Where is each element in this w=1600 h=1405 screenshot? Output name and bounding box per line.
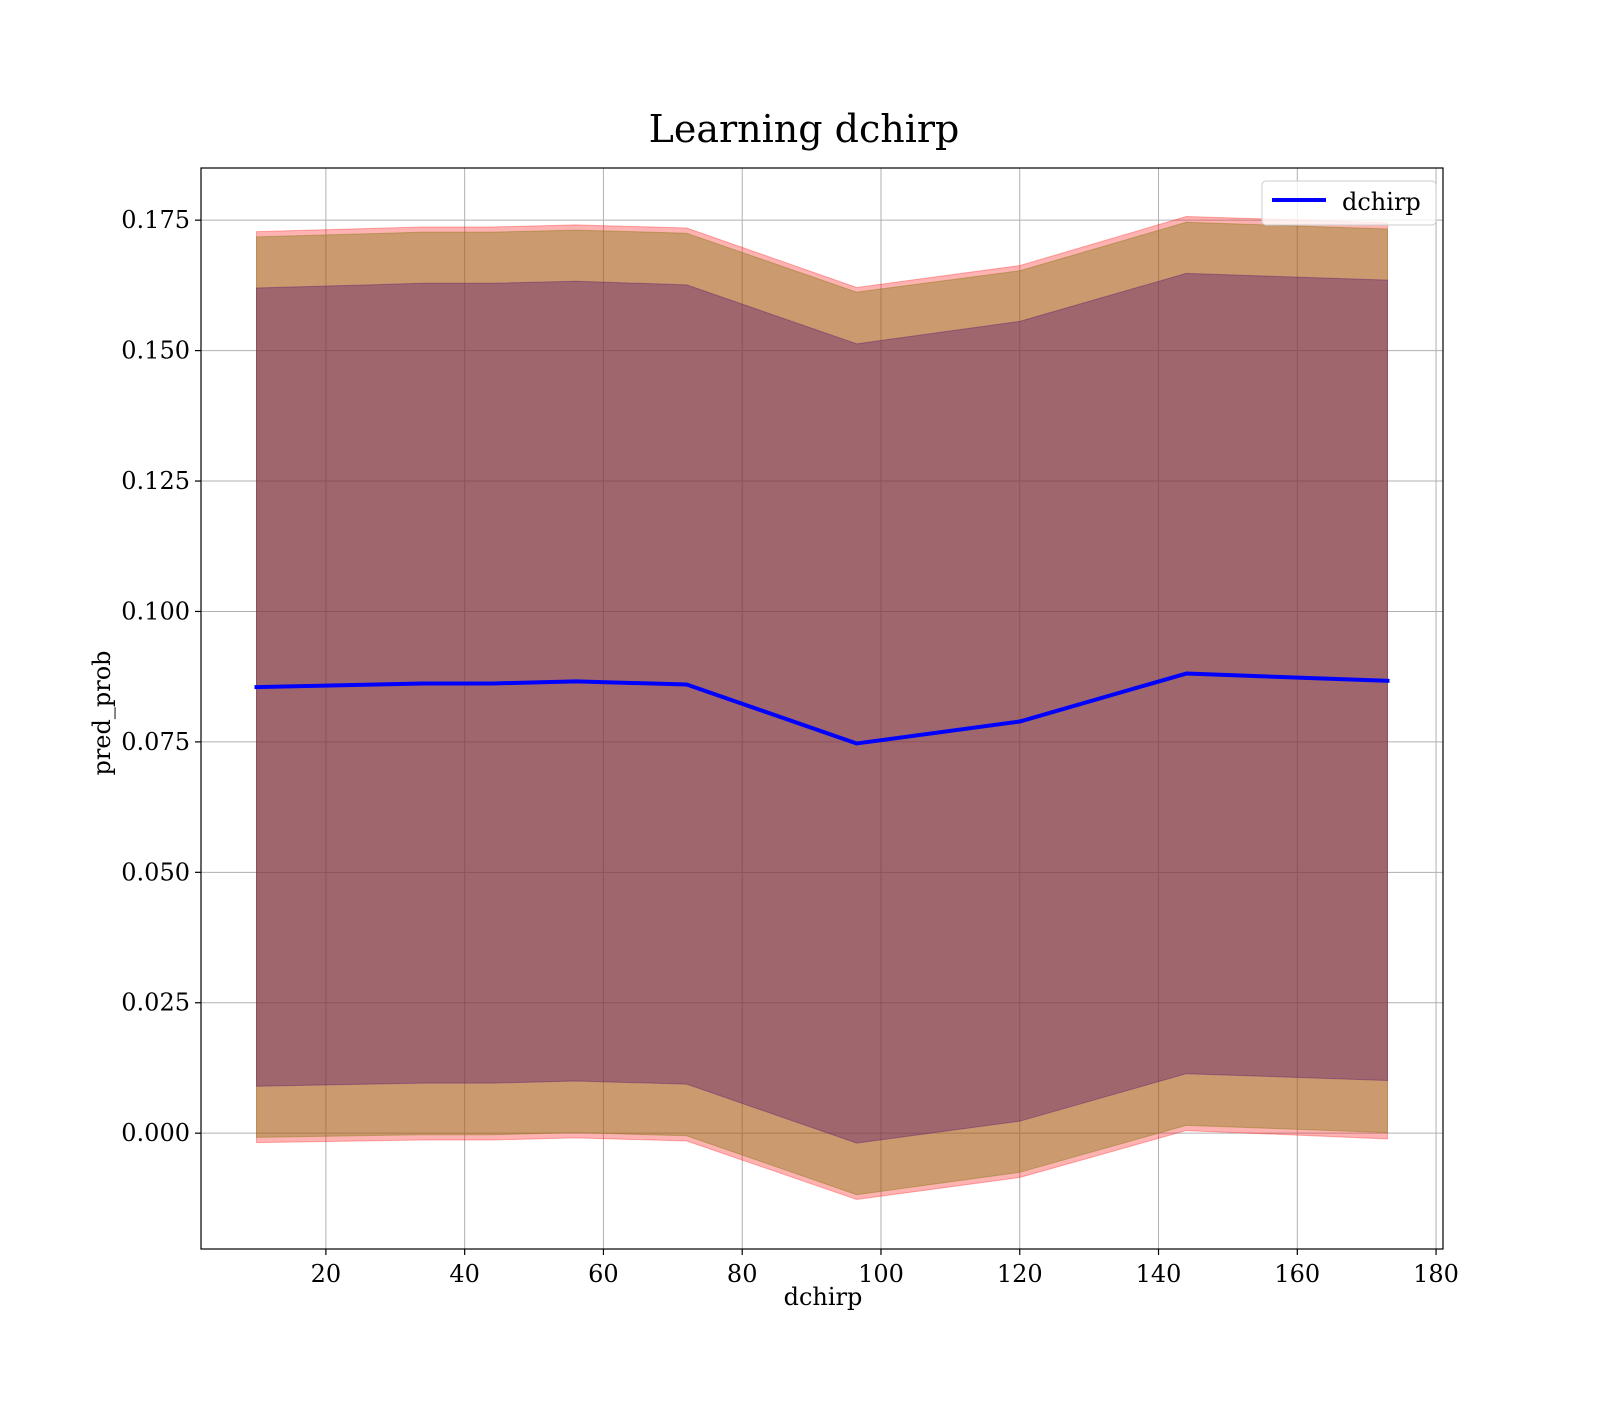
chart-title: Learning dchirp [649,107,960,151]
y-tick-label: 0.050 [121,858,190,886]
y-tick-label: 0.100 [121,597,190,625]
x-tick-label: 20 [311,1260,342,1288]
x-tick-label: 60 [588,1260,619,1288]
series-lines [254,671,1390,746]
plot-frame [200,167,1444,1250]
axis-ticks: 20 40 60 80 100 120 140 160 180 0.000 0.025 0.050 0.… [121,206,1459,1288]
x-tick-label: 40 [449,1260,480,1288]
legend-label: dchirp [1342,188,1421,216]
confidence-band-1 [256,221,1388,1196]
x-tick-label: 180 [1413,1260,1459,1288]
x-axis-label: dchirp [784,1283,863,1311]
y-tick-label: 0.175 [121,206,190,234]
x-tick-label: 120 [997,1260,1043,1288]
legend-box [1261,180,1437,226]
confidence-bands [256,216,1388,1200]
y-tick-label: 0.075 [121,728,190,756]
y-tick-label: 0.025 [121,989,190,1017]
x-tick-label: 160 [1274,1260,1320,1288]
y-tick-label: 0.125 [121,467,190,495]
x-tick-label: 80 [727,1260,758,1288]
y-axis-label: pred_prob [88,650,116,775]
y-tick-label: 0.150 [121,337,190,365]
confidence-band-0 [256,216,1388,1200]
x-tick-label: 140 [1136,1260,1182,1288]
series-line-dchirp [254,671,1390,746]
legend: dchirp [1261,180,1437,226]
y-tick-label: 0.000 [121,1119,190,1147]
x-tick-label: 100 [858,1260,904,1288]
grid [201,168,1443,1249]
confidence-band-2 [256,272,1388,1144]
